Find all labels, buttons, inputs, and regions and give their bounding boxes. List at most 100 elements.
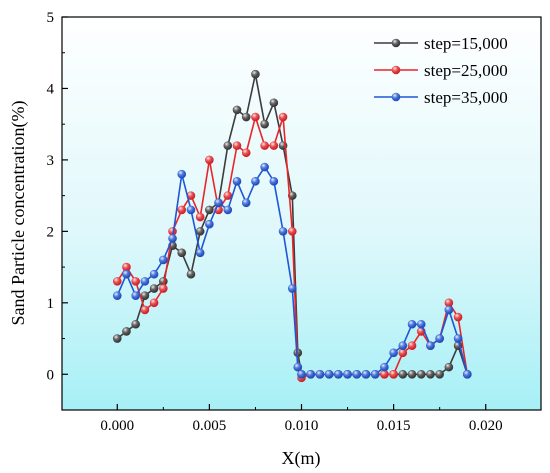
data-point-shine — [260, 120, 269, 129]
data-point-shine — [444, 363, 453, 372]
data-point-shine — [205, 220, 214, 229]
data-point-shine — [343, 370, 352, 379]
series-layer — [112, 69, 472, 383]
data-point-shine — [177, 170, 186, 179]
data-point-shine — [140, 305, 149, 314]
data-point-shine — [122, 270, 131, 279]
data-point-shine — [408, 341, 417, 350]
legend-item: step=25,000 — [374, 61, 508, 80]
data-point-shine — [392, 39, 400, 47]
data-point-shine — [131, 277, 140, 286]
data-point-shine — [159, 284, 168, 293]
data-point-shine — [251, 113, 260, 122]
data-point-shine — [150, 270, 159, 279]
data-point-shine — [297, 370, 306, 379]
data-point-shine — [380, 363, 389, 372]
series-3 — [112, 162, 472, 379]
data-point-shine — [113, 334, 122, 343]
data-point-shine — [223, 141, 232, 150]
data-point-shine — [444, 305, 453, 314]
data-point-shine — [196, 227, 205, 236]
data-point-shine — [205, 205, 214, 214]
data-point-shine — [233, 141, 242, 150]
data-point-shine — [113, 291, 122, 300]
data-point-shine — [334, 370, 343, 379]
data-point-shine — [242, 148, 251, 157]
data-point-shine — [371, 370, 380, 379]
data-point-shine — [288, 284, 297, 293]
series-line — [116, 73, 469, 376]
data-point-shine — [140, 291, 149, 300]
data-point-shine — [269, 141, 278, 150]
data-point-shine — [454, 334, 463, 343]
data-point-shine — [293, 363, 302, 372]
data-point-shine — [140, 277, 149, 286]
data-point-shine — [417, 320, 426, 329]
data-point-shine — [454, 313, 463, 322]
legend-item: step=15,000 — [374, 34, 508, 53]
data-point-shine — [417, 370, 426, 379]
data-point-shine — [242, 113, 251, 122]
x-tick-label: 0.010 — [285, 418, 319, 434]
legend-label: step=35,000 — [424, 88, 508, 107]
data-point-shine — [113, 277, 122, 286]
data-point-shine — [398, 370, 407, 379]
data-point-shine — [177, 248, 186, 257]
data-point-shine — [444, 298, 453, 307]
data-point-shine — [131, 320, 140, 329]
data-point-shine — [214, 198, 223, 207]
y-tick-label: 1 — [47, 296, 55, 312]
data-point-shine — [398, 341, 407, 350]
data-point-shine — [196, 213, 205, 222]
data-point-shine — [186, 191, 195, 200]
data-point-shine — [426, 370, 435, 379]
x-tick-label: 0.015 — [377, 418, 411, 434]
data-point-shine — [463, 370, 472, 379]
data-point-shine — [352, 370, 361, 379]
data-point-shine — [392, 66, 400, 74]
data-point-shine — [408, 320, 417, 329]
legend-item: step=35,000 — [374, 88, 508, 107]
legend: step=15,000 step=25,000 step=35,000 — [374, 34, 508, 107]
data-point-shine — [435, 334, 444, 343]
x-tick-label: 0.020 — [469, 418, 503, 434]
data-point-shine — [205, 155, 214, 164]
data-point-shine — [435, 370, 444, 379]
data-point-shine — [186, 270, 195, 279]
series-line — [116, 166, 469, 376]
data-point-shine — [380, 370, 389, 379]
data-point-shine — [392, 93, 400, 101]
data-point-shine — [279, 227, 288, 236]
plot-frame — [61, 16, 542, 411]
data-point-shine — [131, 291, 140, 300]
data-point-shine — [269, 98, 278, 107]
data-point-shine — [233, 105, 242, 114]
data-point-shine — [251, 177, 260, 186]
data-point-shine — [426, 341, 435, 350]
data-point-shine — [223, 191, 232, 200]
data-point-shine — [150, 284, 159, 293]
data-point-shine — [242, 198, 251, 207]
data-point-shine — [325, 370, 334, 379]
legend-label: step=25,000 — [424, 61, 508, 80]
data-point-shine — [315, 370, 324, 379]
x-tick-label: 0.005 — [193, 418, 227, 434]
data-point-shine — [389, 348, 398, 357]
data-point-shine — [389, 370, 398, 379]
data-point-shine — [122, 263, 131, 272]
data-point-shine — [150, 298, 159, 307]
data-point-shine — [251, 70, 260, 79]
data-point-shine — [260, 163, 269, 172]
data-point-shine — [159, 255, 168, 264]
y-axis-title: Sand Particle concentration(%) — [8, 101, 29, 326]
data-point-shine — [260, 141, 269, 150]
legend-label: step=15,000 — [424, 34, 508, 53]
y-tick-label: 5 — [47, 10, 55, 26]
data-point-shine — [361, 370, 370, 379]
data-point-shine — [186, 205, 195, 214]
data-point-shine — [233, 177, 242, 186]
data-point-shine — [279, 113, 288, 122]
data-point-shine — [122, 327, 131, 336]
data-point-shine — [398, 348, 407, 357]
